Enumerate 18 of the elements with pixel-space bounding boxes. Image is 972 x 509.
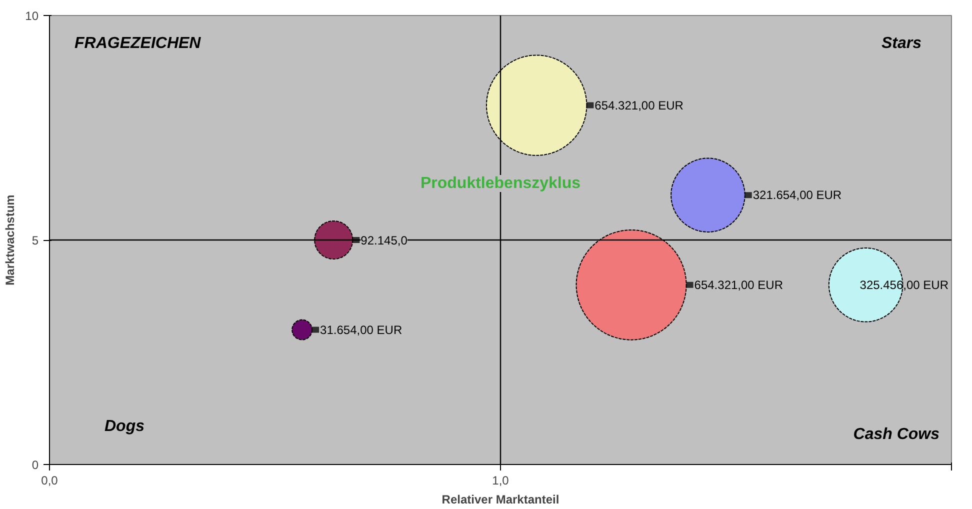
annotation: 654.321,00 EUR <box>694 278 784 292</box>
annotation: Dogs <box>104 418 145 435</box>
y-tick-label: 5 <box>32 234 39 248</box>
annotation: Cash Cows <box>853 426 940 443</box>
x-tick-label: 0,0 <box>41 474 58 488</box>
annotation: 31.654,00 EUR <box>320 322 402 337</box>
annotation: 654.321,00 EUR <box>594 98 684 112</box>
y-tick-label: 10 <box>25 9 39 23</box>
x-axis-title: Relativer Marktanteil <box>442 492 560 506</box>
annotation: 92.145,0 <box>360 234 408 248</box>
y-tick-label: 0 <box>32 458 39 472</box>
annotation: Produktlebenszyklus <box>420 175 581 192</box>
annotation: Stars <box>881 35 922 52</box>
annotation: FRAGEZEICHEN <box>74 35 202 52</box>
annotation: 325.456,00 EUR <box>860 278 949 292</box>
x-tick-label: 1,0 <box>492 474 510 488</box>
annotation: 321.654,00 EUR <box>752 188 842 202</box>
y-axis-title: Marktwachstum <box>3 194 18 286</box>
